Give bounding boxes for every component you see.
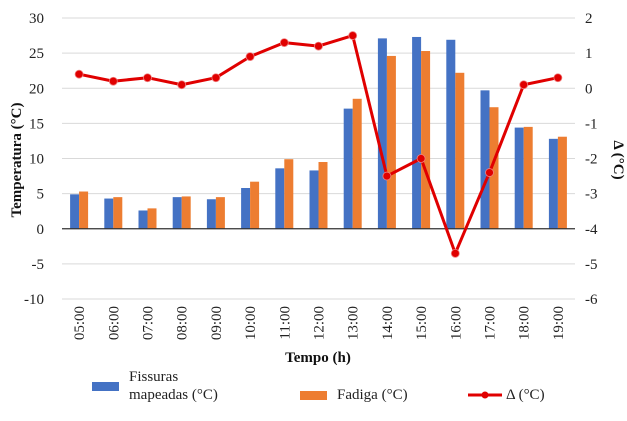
legend-item-delta: Δ (°C) <box>466 386 545 404</box>
x-tick-label: 13:00 <box>346 306 362 340</box>
bar-fadiga <box>557 136 567 229</box>
x-tick-label: 05:00 <box>72 306 88 340</box>
bar-fadiga <box>147 208 157 229</box>
x-tick-label: 06:00 <box>106 306 122 340</box>
bar-fadiga <box>523 126 533 229</box>
bar-fissuras <box>412 36 422 229</box>
legend-swatch-delta <box>468 391 502 399</box>
delta-point <box>211 73 221 83</box>
y2-tick-label: -6 <box>585 292 598 308</box>
y2-tick-label: -3 <box>585 187 598 203</box>
delta-point <box>279 38 289 47</box>
y2-tick-label: -5 <box>585 257 598 273</box>
bar-fadiga <box>352 98 362 229</box>
x-axis-ticks: 05:00 06:00 07:00 08:00 09:00 10:00 11:00 12:00… <box>72 306 567 340</box>
bar-fadiga <box>79 191 89 229</box>
bar-fissuras <box>104 198 114 229</box>
y-tick-label: -10 <box>24 292 44 308</box>
delta-point <box>416 154 426 163</box>
right-axis-ticks: 2 1 0 -1 -2 -3 -4 -5 -6 <box>585 11 598 308</box>
y2-tick-label: 1 <box>585 46 593 62</box>
x-tick-label: 18:00 <box>517 306 533 340</box>
bar-fissuras <box>480 90 490 229</box>
x-tick-label: 11:00 <box>277 306 293 340</box>
y2-tick-label: -1 <box>585 116 598 132</box>
delta-point <box>348 31 358 40</box>
legend-label-delta: Δ (°C) <box>506 387 545 403</box>
y2-tick-label: 2 <box>585 11 593 27</box>
bar-fissuras <box>70 194 80 229</box>
x-tick-label: 12:00 <box>312 306 328 340</box>
delta-point <box>108 76 118 86</box>
bar-fissuras <box>514 127 524 229</box>
bar-fissuras <box>343 108 353 229</box>
delta-point <box>245 52 255 62</box>
legend: Fissuras mapeadas (°C) Fadiga (°C) Δ (°C… <box>0 368 627 418</box>
legend-label-fadiga: Fadiga (°C) <box>337 387 408 403</box>
legend-label-fissuras: Fissuras mapeadas (°C) <box>129 368 218 404</box>
legend-swatch-fadiga <box>300 390 327 400</box>
bar-fadiga <box>215 197 225 229</box>
bars <box>70 36 567 229</box>
delta-point <box>314 41 323 51</box>
x-axis-title: Tempo (h) <box>285 350 351 366</box>
bar-fissuras <box>138 210 148 229</box>
bar-fissuras <box>309 170 319 229</box>
bar-fadiga <box>250 181 260 229</box>
delta-point <box>74 69 84 79</box>
bar-fissuras <box>377 38 387 229</box>
x-tick-label: 08:00 <box>175 306 191 340</box>
delta-point <box>519 80 529 90</box>
delta-line-series <box>74 31 563 258</box>
legend-item-fadiga: Fadiga (°C) <box>300 386 408 404</box>
bar-fissuras <box>446 39 456 229</box>
bar-fadiga <box>386 55 396 229</box>
bar-fissuras <box>241 188 251 229</box>
bar-fadiga <box>421 51 431 229</box>
bar-fissuras <box>275 168 285 229</box>
legend-label-fissuras-line2: mapeadas (°C) <box>129 387 218 403</box>
y-tick-label: 5 <box>37 187 45 203</box>
x-tick-label: 19:00 <box>551 306 567 340</box>
bar-fissuras <box>206 199 216 229</box>
y2-axis-title: Δ (°C) <box>610 140 626 179</box>
x-tick-label: 15:00 <box>414 306 430 340</box>
y-tick-label: 10 <box>29 152 44 168</box>
delta-point <box>553 73 563 83</box>
left-axis-ticks: 30 25 20 15 10 5 0 -5 -10 <box>24 11 44 308</box>
y-tick-label: -5 <box>32 257 45 273</box>
x-tick-label: 10:00 <box>243 306 259 340</box>
delta-point <box>143 73 152 83</box>
x-tick-label: 07:00 <box>141 306 157 340</box>
bar-fadiga <box>455 72 465 229</box>
x-tick-label: 09:00 <box>209 306 225 340</box>
y-tick-label: 20 <box>29 81 44 97</box>
delta-point <box>450 248 460 258</box>
y2-tick-label: -4 <box>585 222 598 238</box>
x-tick-label: 16:00 <box>448 306 464 340</box>
x-tick-label: 17:00 <box>483 306 499 340</box>
y-tick-label: 15 <box>29 116 44 132</box>
legend-item-fissuras: Fissuras mapeadas (°C) <box>92 368 218 404</box>
delta-point <box>177 80 187 90</box>
legend-swatch-fissuras <box>92 381 119 391</box>
bar-fadiga <box>489 107 499 229</box>
bar-fadiga <box>181 196 191 229</box>
y-tick-label: 0 <box>37 222 45 238</box>
y-axis-title: Temperatura (°C) <box>9 102 25 217</box>
y-tick-label: 30 <box>29 11 44 27</box>
bar-fissuras <box>172 197 182 229</box>
legend-label-fissuras-line1: Fissuras <box>129 369 179 385</box>
y2-tick-label: -2 <box>585 152 598 168</box>
delta-point <box>485 168 494 177</box>
delta-point <box>382 171 392 181</box>
bar-fadiga <box>284 159 294 229</box>
bar-fadiga <box>113 197 123 229</box>
y-tick-label: 25 <box>29 46 44 62</box>
bar-fissuras <box>548 138 558 229</box>
x-tick-label: 14:00 <box>380 306 396 340</box>
y2-tick-label: 0 <box>585 81 593 97</box>
bar-fadiga <box>318 162 328 229</box>
